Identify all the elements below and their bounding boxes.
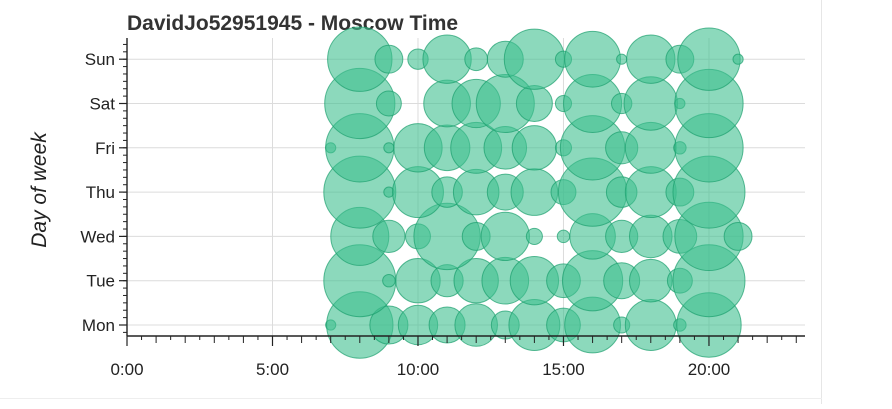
data-bubble bbox=[723, 221, 753, 251]
x-tick-label: 15:00 bbox=[542, 360, 585, 379]
data-bubble bbox=[511, 125, 558, 171]
data-bubble bbox=[464, 47, 489, 72]
x-tick-label: 20:00 bbox=[688, 360, 731, 379]
x-tick-label: 0:00 bbox=[110, 360, 143, 379]
data-bubble bbox=[515, 85, 553, 122]
frame-border-bottom bbox=[0, 398, 822, 399]
y-tick-label: Wed bbox=[80, 227, 115, 246]
data-bubble bbox=[628, 258, 673, 303]
bubble-layer bbox=[323, 26, 753, 359]
x-tick-label: 10:00 bbox=[397, 360, 440, 379]
y-tick-label: Mon bbox=[82, 316, 115, 335]
y-axis-label: Day of week bbox=[28, 131, 51, 248]
axis-layer: 0:00 5:00 10:00 15:00 20:00 Mon Tue Wed Thu Fri Sa… bbox=[80, 38, 805, 379]
data-bubble bbox=[616, 53, 628, 65]
data-bubble bbox=[374, 44, 404, 74]
data-bubble bbox=[564, 30, 621, 88]
y-tick-label: Fri bbox=[95, 139, 115, 158]
x-tick-label: 5:00 bbox=[256, 360, 289, 379]
data-bubble bbox=[383, 142, 395, 154]
y-tick-label: Sun bbox=[85, 50, 115, 69]
data-bubble bbox=[556, 229, 571, 244]
y-tick-label: Thu bbox=[86, 183, 115, 202]
data-bubble bbox=[382, 273, 396, 288]
data-bubble bbox=[372, 219, 406, 253]
y-tick-label: Tue bbox=[86, 272, 115, 291]
data-bubble bbox=[677, 27, 741, 91]
data-bubble bbox=[375, 90, 402, 117]
data-bubble bbox=[623, 76, 678, 131]
data-bubble bbox=[525, 227, 543, 245]
chart-title: DavidJo52951945 - Moscow Time bbox=[127, 12, 458, 35]
frame-border bbox=[821, 0, 822, 404]
data-bubble bbox=[732, 53, 744, 65]
data-bubble bbox=[422, 34, 472, 84]
y-tick-label: Sat bbox=[89, 95, 115, 114]
data-bubble bbox=[480, 211, 530, 262]
